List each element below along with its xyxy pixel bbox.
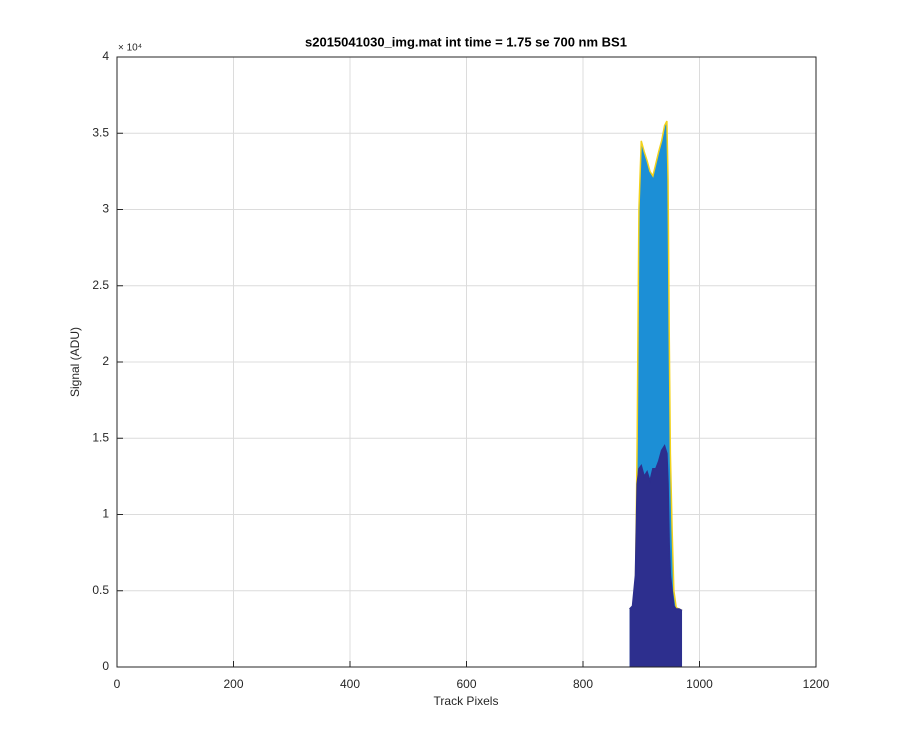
y-tick-label: 1: [102, 507, 109, 521]
area-edge: [629, 120, 683, 612]
y-tick-label: 3: [102, 202, 109, 216]
chart-title: s2015041030_img.mat int time = 1.75 se 7…: [305, 34, 627, 49]
y-tick-label: 2: [102, 354, 109, 368]
y-tick-label: 3.5: [92, 125, 109, 139]
area: [629, 445, 683, 667]
y-tick-label: 2.5: [92, 278, 109, 292]
y-tick-label: 4: [102, 49, 109, 63]
area-edge: [629, 444, 683, 612]
y-axis-label: Signal (ADU): [68, 327, 82, 397]
x-tick-label: 200: [223, 677, 243, 691]
x-tick-label: 0: [114, 677, 121, 691]
y-tick-label: 0: [102, 659, 109, 673]
y-tick-label: 1.5: [92, 430, 109, 444]
x-tick-label: 600: [456, 677, 476, 691]
x-tick-label: 400: [340, 677, 360, 691]
y-tick-label: 0.5: [92, 583, 109, 597]
x-axis-label: Track Pixels: [434, 694, 499, 708]
x-tick-label: 1200: [803, 677, 830, 691]
x-tick-label: 1000: [686, 677, 713, 691]
axes-box: [116, 56, 817, 668]
x-tick-label: 800: [573, 677, 593, 691]
y-multiplier: × 10⁴: [118, 43, 142, 54]
